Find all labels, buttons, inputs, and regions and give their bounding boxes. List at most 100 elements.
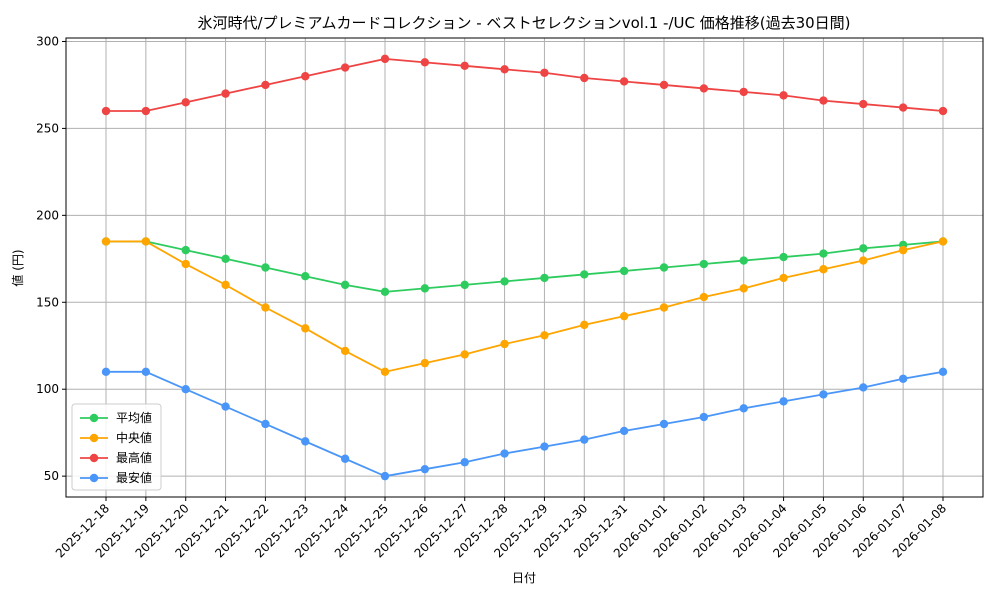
data-point xyxy=(340,454,350,463)
data-point xyxy=(659,80,669,90)
data-point xyxy=(460,61,469,71)
data-point xyxy=(580,435,589,444)
data-point xyxy=(580,73,589,83)
data-point xyxy=(261,263,270,272)
legend-label: 平均値 xyxy=(116,410,152,425)
grid xyxy=(66,38,983,497)
data-point xyxy=(540,273,549,283)
data-point xyxy=(181,385,190,394)
data-point xyxy=(420,464,430,474)
series-line xyxy=(106,240,944,373)
legend-item: 平均値 xyxy=(80,410,152,425)
y-tick-label: 200 xyxy=(36,208,59,222)
data-point xyxy=(540,331,549,340)
data-point xyxy=(659,303,669,312)
data-point xyxy=(181,245,190,255)
y-tick-label: 300 xyxy=(36,34,59,48)
data-point xyxy=(619,77,629,86)
legend-item: 中央値 xyxy=(80,430,152,445)
plot-frame xyxy=(65,37,984,498)
data-point xyxy=(420,58,430,67)
data-point xyxy=(261,419,270,429)
data-point xyxy=(659,419,669,429)
data-point xyxy=(500,339,509,349)
data-point xyxy=(101,367,111,377)
y-tick-label: 150 xyxy=(36,295,59,309)
y-tick-label: 100 xyxy=(36,382,59,396)
data-point xyxy=(739,256,748,265)
data-point xyxy=(699,412,709,422)
data-point xyxy=(819,390,828,399)
data-point xyxy=(420,284,430,293)
y-axis: 50 100 150 200 250 300 xyxy=(36,34,66,483)
data-point xyxy=(619,266,629,276)
data-point xyxy=(181,259,190,269)
x-axis-label: 日付 xyxy=(512,571,536,585)
data-point xyxy=(301,72,310,81)
data-point xyxy=(261,303,270,312)
data-point xyxy=(101,237,111,246)
data-point xyxy=(938,237,948,246)
legend-label: 最高値 xyxy=(116,450,152,465)
data-point xyxy=(380,287,390,297)
data-point xyxy=(340,63,350,72)
data-point xyxy=(779,273,788,283)
data-point xyxy=(340,280,350,290)
data-point xyxy=(859,99,868,109)
data-point xyxy=(619,311,629,321)
data-point xyxy=(898,245,908,255)
series-最高値 xyxy=(101,54,948,116)
data-point xyxy=(580,270,589,279)
legend-item: 最高値 xyxy=(80,450,152,465)
data-point xyxy=(659,263,669,272)
data-point xyxy=(739,404,748,413)
series-group xyxy=(101,54,948,481)
legend-box xyxy=(71,403,162,491)
data-point xyxy=(261,80,270,90)
data-point xyxy=(819,96,828,105)
data-point xyxy=(460,280,469,290)
data-point xyxy=(938,106,948,116)
legend-marker xyxy=(89,453,99,463)
data-point xyxy=(859,244,868,253)
data-point xyxy=(380,54,390,64)
data-point xyxy=(819,265,828,274)
data-point xyxy=(859,383,868,392)
legend-label: 最安値 xyxy=(116,470,152,485)
data-point xyxy=(699,84,709,93)
data-point xyxy=(699,259,709,269)
data-point xyxy=(580,320,589,330)
data-point xyxy=(340,346,350,356)
chart-title: 氷河時代/プレミアムカードコレクション - ベストセレクションvol.1 -/U… xyxy=(197,14,850,32)
data-point xyxy=(460,458,469,467)
series-最安値 xyxy=(101,367,948,481)
y-axis-label: 値 (円) xyxy=(10,249,25,286)
series-中央値 xyxy=(101,237,948,377)
data-point xyxy=(938,367,948,377)
legend-label: 中央値 xyxy=(116,430,152,445)
data-point xyxy=(540,68,549,77)
data-point xyxy=(898,103,908,112)
y-tick-label: 50 xyxy=(44,469,59,483)
data-point xyxy=(301,437,310,446)
data-point xyxy=(619,426,629,436)
y-tick-label: 250 xyxy=(36,121,59,135)
data-point xyxy=(779,397,788,406)
data-point xyxy=(221,280,230,290)
data-point xyxy=(779,252,788,262)
data-point xyxy=(540,442,549,451)
data-point xyxy=(221,89,230,98)
data-point xyxy=(101,106,111,116)
data-point xyxy=(380,367,390,377)
series-line xyxy=(106,370,944,478)
data-point xyxy=(380,471,390,481)
data-point xyxy=(460,350,469,359)
legend-marker xyxy=(89,473,99,483)
data-point xyxy=(898,374,908,383)
legend-marker xyxy=(89,413,99,423)
data-point xyxy=(221,402,230,411)
data-point xyxy=(739,284,748,293)
